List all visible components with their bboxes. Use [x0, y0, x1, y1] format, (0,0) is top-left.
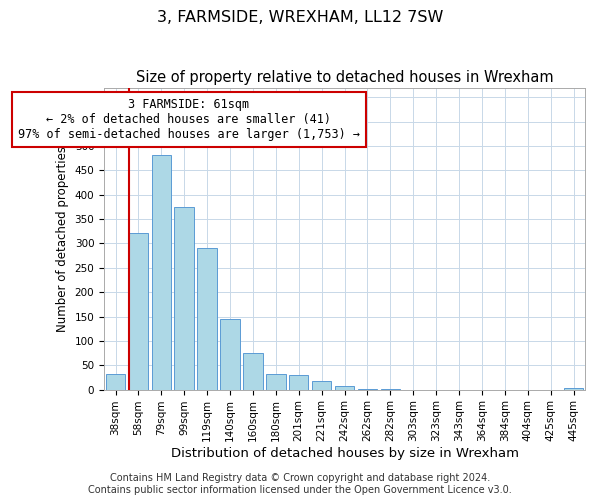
Bar	[128, 232, 148, 390]
Text: Contains HM Land Registry data © Crown copyright and database right 2024.
Contai: Contains HM Land Registry data © Crown c…	[88, 474, 512, 495]
Text: 3 FARMSIDE: 61sqm
← 2% of detached houses are smaller (41)
97% of semi-detached : 3 FARMSIDE: 61sqm ← 2% of detached house…	[18, 98, 360, 142]
Text: 3, FARMSIDE, WREXHAM, LL12 7SW: 3, FARMSIDE, WREXHAM, LL12 7SW	[157, 10, 443, 25]
Bar	[220, 319, 240, 390]
Bar	[289, 376, 308, 390]
Bar	[175, 207, 194, 390]
Bar	[197, 248, 217, 390]
Bar	[106, 374, 125, 390]
Title: Size of property relative to detached houses in Wrexham: Size of property relative to detached ho…	[136, 70, 553, 85]
Bar	[358, 388, 377, 390]
Y-axis label: Number of detached properties: Number of detached properties	[56, 146, 69, 332]
X-axis label: Distribution of detached houses by size in Wrexham: Distribution of detached houses by size …	[170, 447, 518, 460]
Bar	[564, 388, 583, 390]
Bar	[243, 353, 263, 390]
Bar	[312, 382, 331, 390]
Bar	[335, 386, 354, 390]
Bar	[266, 374, 286, 390]
Bar	[152, 156, 171, 390]
